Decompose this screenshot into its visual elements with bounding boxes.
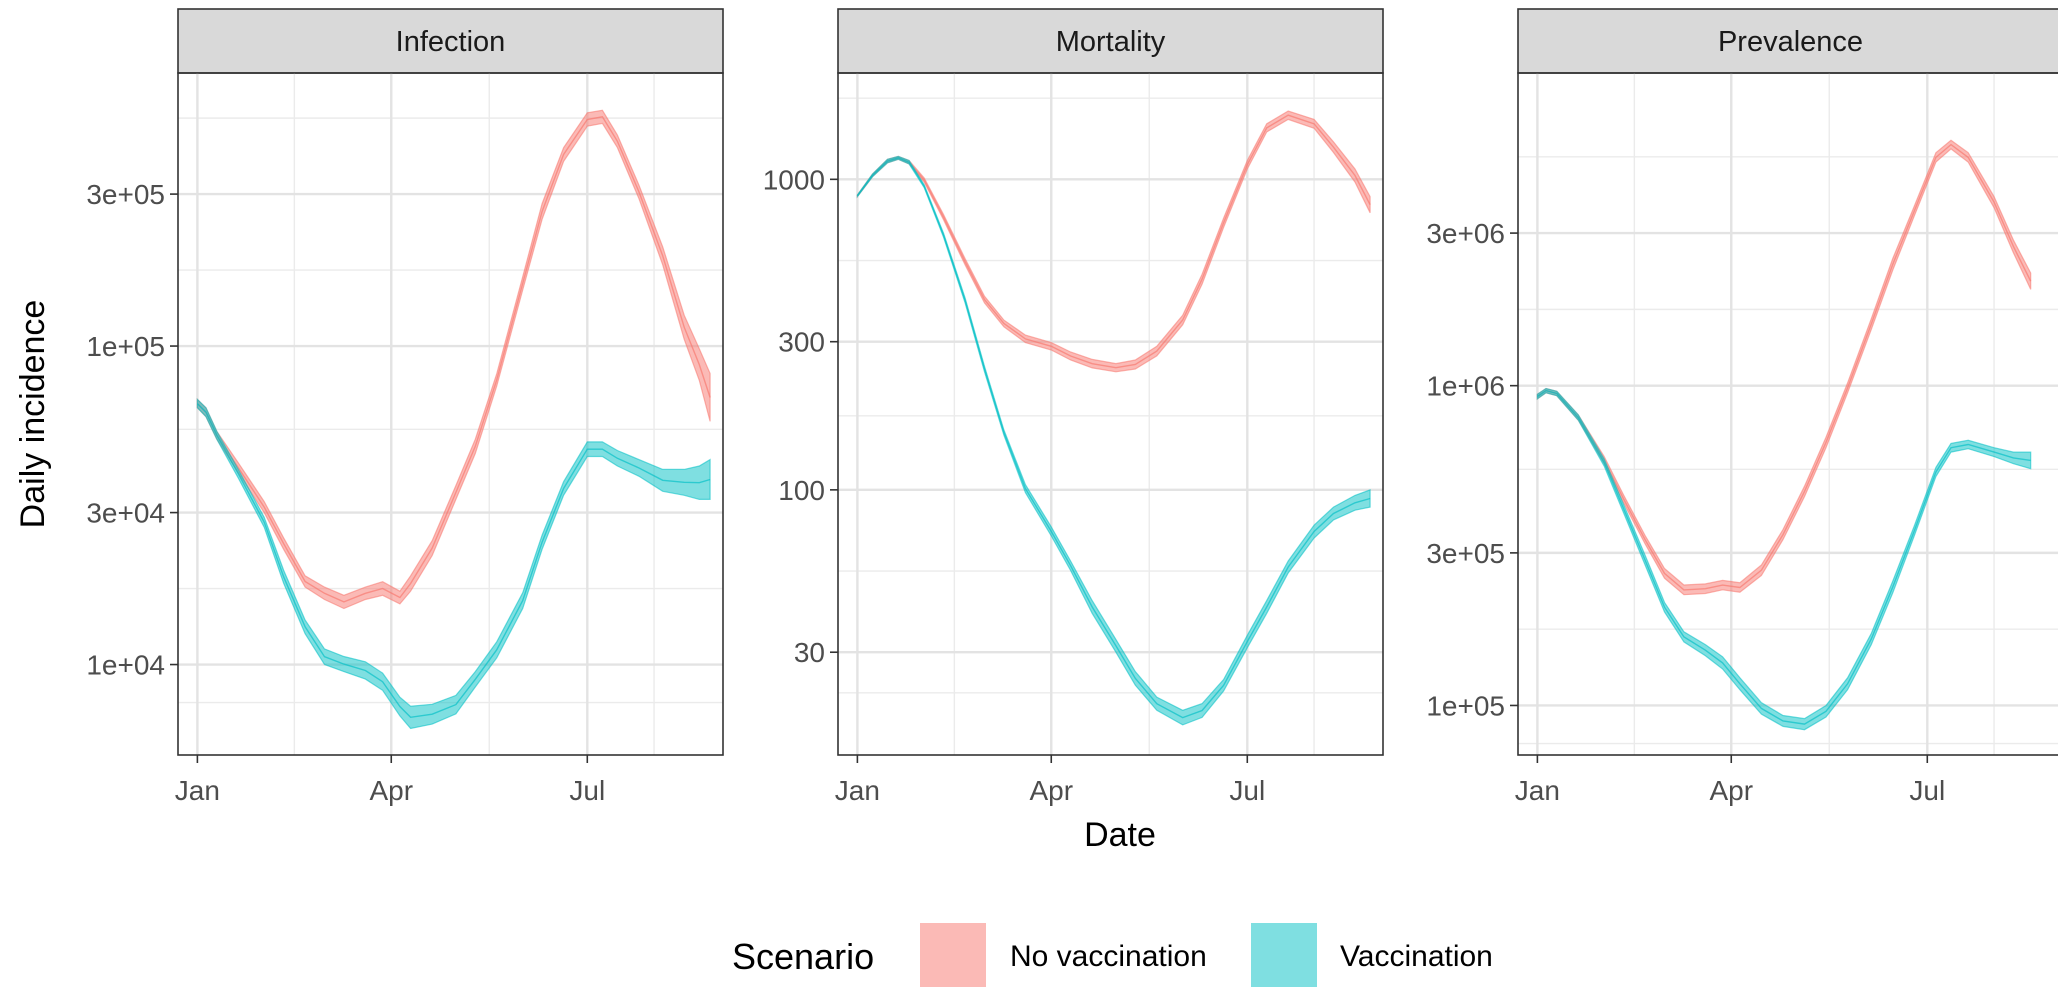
y-tick-label: 1e+04 — [86, 650, 165, 681]
legend: Scenario No vaccination Vaccination — [732, 923, 1493, 987]
series-layer — [856, 110, 1371, 726]
panel-prevalence: Prevalence 1e+05 3e+05 1e+06 3e+06 Jan Apr Jul — [1426, 8, 2058, 806]
line-vaccination — [856, 157, 1371, 719]
gridlines — [838, 73, 1383, 755]
ribbon-vaccination — [856, 155, 1371, 726]
x-axis-title: Date — [1084, 816, 1156, 854]
x-tick-label: Jan — [835, 775, 880, 806]
y-tick-label: 30 — [794, 637, 825, 668]
y-tick-label: 1000 — [763, 164, 825, 195]
y-tick-label: 1e+05 — [86, 331, 165, 362]
facet-title: Prevalence — [1718, 26, 1863, 58]
y-tick-label: 1e+06 — [1426, 371, 1505, 402]
y-tick-label: 3e+04 — [86, 498, 165, 529]
y-tick-label: 100 — [778, 475, 825, 506]
ribbon-vaccination — [196, 397, 711, 730]
line-no-vaccination — [856, 114, 1371, 369]
line-no-vaccination — [1537, 143, 2032, 591]
panel-border — [1517, 72, 2058, 756]
line-no-vaccination — [196, 116, 711, 603]
x-tick-label: Jan — [1515, 775, 1560, 806]
facet-strip — [837, 8, 1384, 74]
x-tick-label: Jul — [1229, 775, 1265, 806]
x-tick-label: Jan — [175, 775, 220, 806]
legend-key-vaccination — [1251, 923, 1317, 987]
panel-border — [837, 72, 1384, 756]
gridlines — [178, 73, 723, 755]
line-vaccination — [1537, 389, 2031, 725]
facet-strip — [177, 8, 724, 74]
ribbon-no-vaccination — [856, 110, 1371, 373]
y-axis-title: Daily incidence — [14, 300, 52, 529]
legend-key-no-vaccination — [920, 923, 986, 987]
panel-infection: Infection 1e+04 3e+04 1e+05 3e+05 Jan Apr Jul — [86, 8, 724, 806]
y-tick-label: 300 — [778, 327, 825, 358]
ribbon-no-vaccination — [196, 109, 711, 610]
panel-border — [177, 72, 724, 756]
x-tick-label: Apr — [1029, 775, 1073, 806]
facet-title: Mortality — [1056, 26, 1166, 58]
legend-label-vaccination: Vaccination — [1340, 940, 1493, 973]
x-tick-label: Apr — [1709, 775, 1753, 806]
x-tick-label: Apr — [369, 775, 413, 806]
y-tick-label: 3e+05 — [86, 179, 165, 210]
line-vaccination — [196, 403, 711, 719]
y-tick-label: 3e+06 — [1426, 218, 1505, 249]
y-tick-label: 3e+05 — [1426, 538, 1505, 569]
series-layer — [1536, 139, 2032, 731]
facet-title: Infection — [396, 26, 506, 58]
panel-mortality: Mortality 30 100 300 1000 Jan Apr Jul — [763, 8, 1384, 806]
ribbon-vaccination — [1536, 387, 2032, 731]
x-tick-label: Jul — [569, 775, 605, 806]
legend-label-no-vaccination: No vaccination — [1010, 940, 1207, 973]
ribbon-no-vaccination — [1536, 139, 2032, 596]
series-layer — [196, 109, 711, 730]
facet-strip — [1517, 8, 2058, 74]
legend-title: Scenario — [732, 936, 874, 977]
y-tick-label: 1e+05 — [1426, 690, 1505, 721]
x-tick-label: Jul — [1909, 775, 1945, 806]
